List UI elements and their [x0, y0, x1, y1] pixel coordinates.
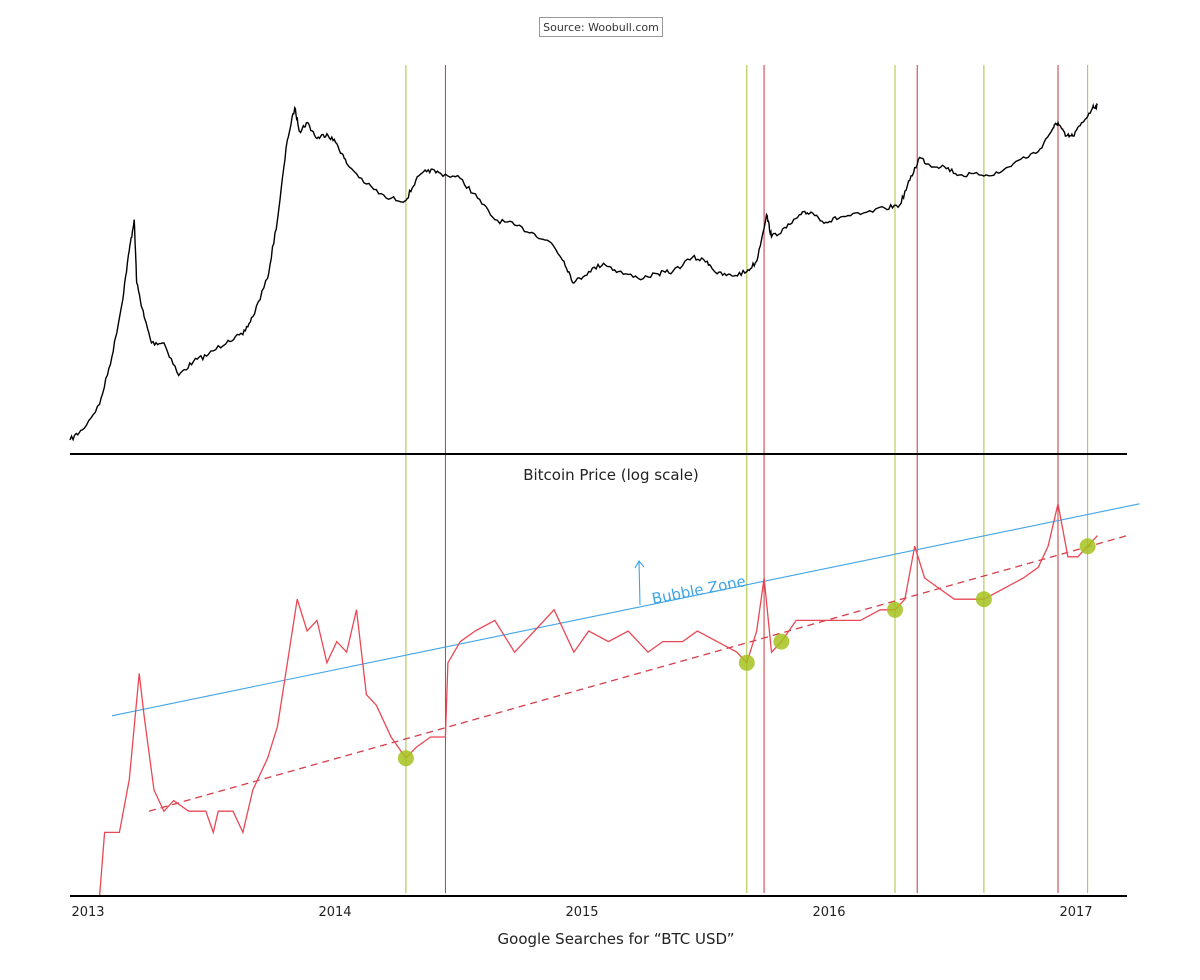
- support-touch-marker: [975, 591, 992, 608]
- support-touch-markers: [397, 538, 1096, 767]
- x-axis-ticks: 2013 2014 2015 2016 2017: [71, 905, 1092, 920]
- bubble-zone-label: Bubble Zone: [650, 572, 747, 608]
- search-series-line: [98, 503, 1098, 897]
- support-trend-line: [148, 534, 1128, 812]
- x-tick-label: 2017: [1059, 905, 1092, 920]
- x-tick-label: 2013: [71, 905, 104, 920]
- x-tick-label: 2015: [565, 905, 598, 920]
- search-chart: Bubble Zone 2013 2014 2015 2016 2017 Google …: [70, 503, 1140, 948]
- price-chart: Bitcoin Price (log scale): [69, 102, 1127, 484]
- search-chart-title: Google Searches for “BTC USD”: [498, 930, 735, 948]
- bubble-zone-annotation: Bubble Zone: [634, 560, 747, 608]
- support-touch-marker: [397, 750, 414, 767]
- price-chart-title: Bitcoin Price (log scale): [523, 466, 699, 484]
- highlight-vertical-lines: [405, 65, 1089, 893]
- support-touch-marker: [738, 654, 755, 671]
- x-tick-label: 2016: [812, 905, 845, 920]
- bubble-zone-arrow-head: [634, 560, 645, 569]
- support-touch-marker: [886, 601, 903, 618]
- source-badge: Source: Woobull.com: [539, 17, 663, 37]
- x-tick-label: 2014: [318, 905, 351, 920]
- bubble-zone-arrow-shaft: [638, 560, 641, 606]
- support-touch-marker: [773, 633, 790, 650]
- resistance-trend-line: [111, 503, 1140, 717]
- price-series-line: [69, 102, 1099, 442]
- support-touch-marker: [1079, 538, 1096, 555]
